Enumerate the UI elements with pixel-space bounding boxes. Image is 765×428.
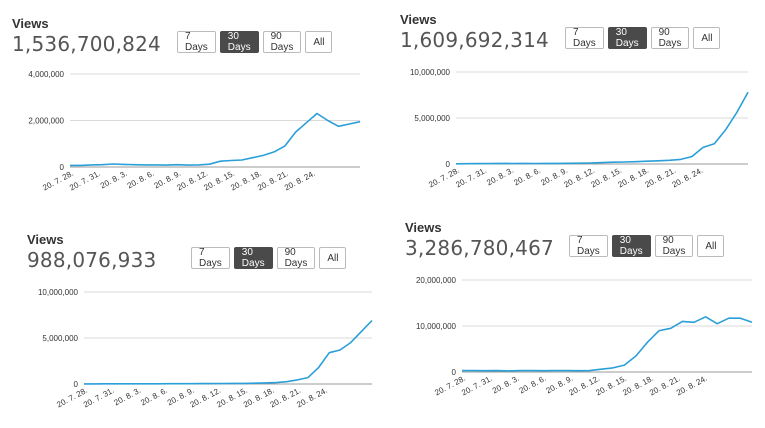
range-button-30-days[interactable]: 30 Days: [611, 235, 651, 257]
range-button-30-days[interactable]: 30 Days: [219, 31, 259, 53]
x-tick-label: 20. 8. 24.: [675, 374, 709, 398]
x-tick-label: 20. 8. 6.: [518, 374, 548, 396]
range-button-all[interactable]: All: [697, 235, 725, 257]
series-line: [70, 112, 361, 167]
range-button-7-days[interactable]: 7 Days: [177, 31, 216, 53]
range-button-all[interactable]: All: [305, 31, 333, 53]
views-total: 1,609,692,314: [400, 28, 549, 52]
range-button-30-days[interactable]: 30 Days: [233, 247, 273, 269]
views-total: 3,286,780,467: [405, 236, 554, 260]
views-total: 1,536,700,824: [12, 32, 161, 56]
range-button-7-days[interactable]: 7 Days: [191, 247, 230, 269]
views-label: Views: [12, 16, 49, 31]
range-button-30-days[interactable]: 30 Days: [607, 27, 647, 49]
range-button-7-days[interactable]: 7 Days: [569, 235, 608, 257]
y-tick-label: 10,000,000: [416, 322, 457, 331]
y-tick-label: 0: [74, 380, 79, 389]
range-button-90-days[interactable]: 90 Days: [650, 27, 690, 49]
y-tick-label: 5,000,000: [42, 334, 78, 343]
range-button-group: 7 Days 30 Days 90 Days All: [191, 247, 347, 269]
x-tick-label: 20. 8. 3.: [491, 374, 521, 396]
range-button-90-days[interactable]: 90 Days: [262, 31, 302, 53]
range-button-group: 7 Days 30 Days 90 Days All: [569, 235, 725, 257]
range-button-group: 7 Days 30 Days 90 Days All: [565, 27, 721, 49]
y-tick-label: 10,000,000: [410, 68, 451, 77]
range-button-90-days[interactable]: 90 Days: [654, 235, 694, 257]
y-tick-label: 2,000,000: [28, 117, 64, 126]
views-total: 988,076,933: [27, 248, 157, 272]
y-tick-label: 0: [452, 368, 457, 377]
range-button-all[interactable]: All: [693, 27, 721, 49]
y-tick-label: 0: [60, 163, 65, 172]
series-line: [84, 319, 373, 385]
y-tick-label: 20,000,000: [416, 276, 457, 285]
y-tick-label: 0: [446, 160, 451, 169]
views-label: Views: [400, 12, 437, 27]
y-tick-label: 10,000,000: [38, 288, 79, 297]
y-tick-label: 5,000,000: [414, 114, 450, 123]
range-button-all[interactable]: All: [319, 247, 347, 269]
x-tick-label: 20. 7. 31.: [460, 374, 494, 398]
range-button-group: 7 Days 30 Days 90 Days All: [177, 31, 333, 53]
views-label: Views: [27, 232, 64, 247]
range-button-7-days[interactable]: 7 Days: [565, 27, 604, 49]
range-button-90-days[interactable]: 90 Days: [276, 247, 316, 269]
views-label: Views: [405, 220, 442, 235]
y-tick-label: 4,000,000: [28, 70, 64, 79]
series-line: [462, 315, 753, 372]
series-line: [455, 91, 749, 165]
